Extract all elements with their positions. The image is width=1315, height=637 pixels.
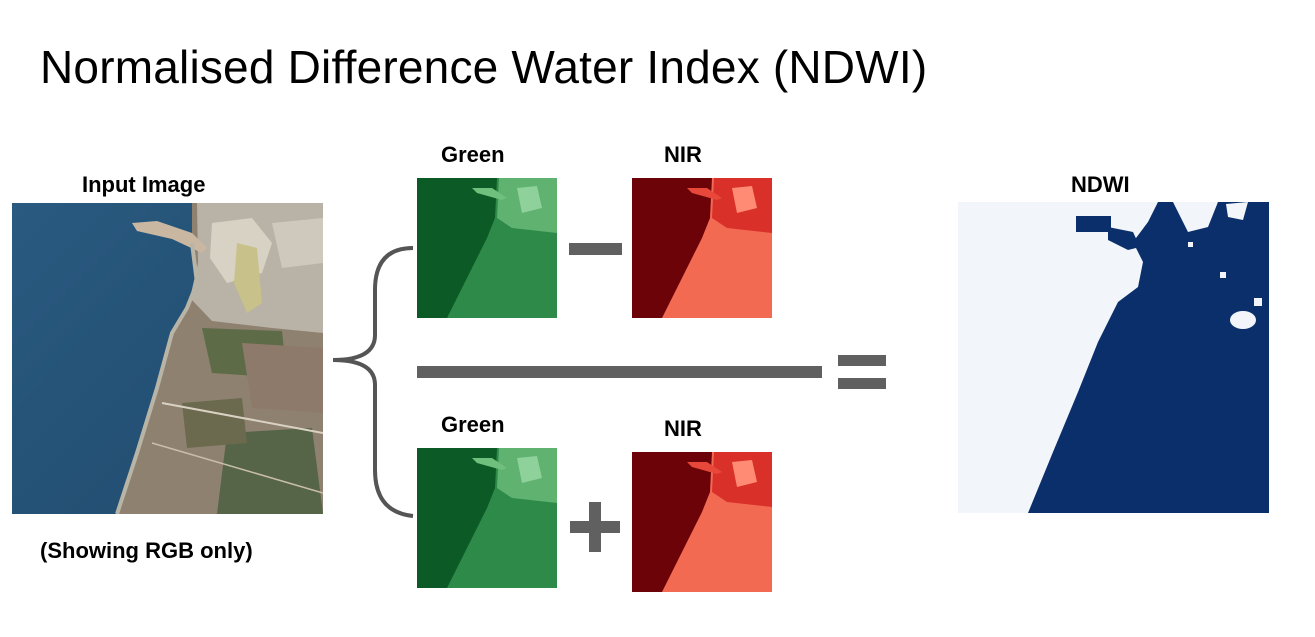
ndwi-output-label: NDWI: [1071, 172, 1130, 197]
numerator-nir-band-image: [632, 178, 772, 318]
minus-icon: [569, 243, 622, 255]
equals-icon: [838, 355, 886, 389]
numerator-green-label: Green: [441, 142, 505, 167]
curly-brace-icon: [332, 246, 414, 518]
plus-icon: [570, 502, 620, 552]
input-image-caption: (Showing RGB only): [40, 538, 253, 563]
denominator-green-label: Green: [441, 412, 505, 437]
input-image-label: Input Image: [82, 172, 206, 197]
fraction-bar: [417, 366, 822, 378]
input-rgb-image: [12, 203, 323, 514]
denominator-green-band-image: [417, 448, 557, 588]
denominator-nir-band-image: [632, 452, 772, 592]
numerator-nir-label: NIR: [664, 142, 702, 167]
numerator-green-band-image: [417, 178, 557, 318]
ndwi-output-image: [958, 202, 1269, 513]
denominator-nir-label: NIR: [664, 416, 702, 441]
page-title: Normalised Difference Water Index (NDWI): [40, 41, 928, 93]
